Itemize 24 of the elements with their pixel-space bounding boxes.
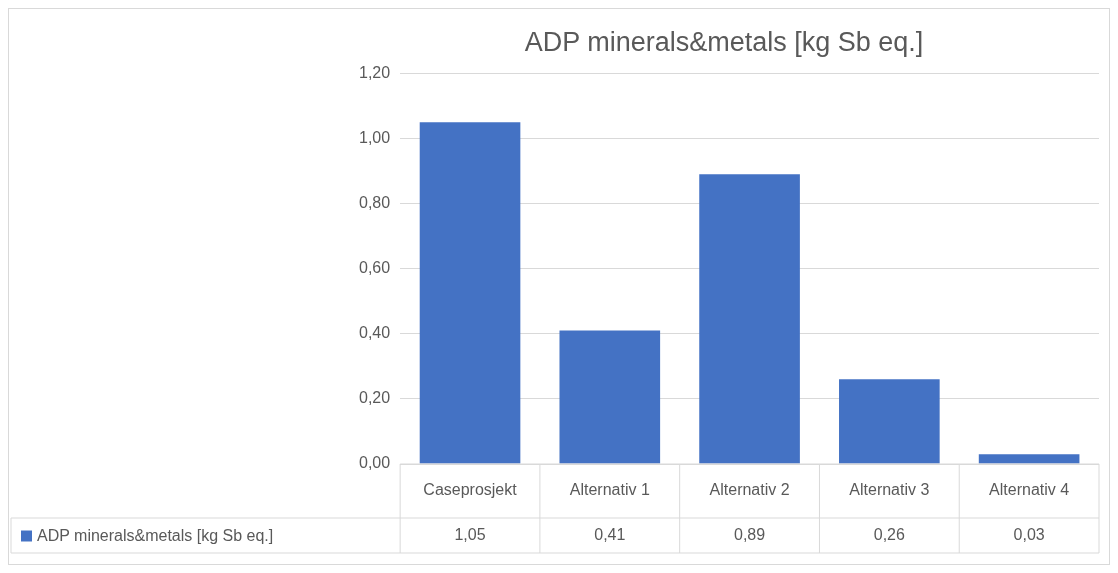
y-tick-label: 0,80 [359,194,391,212]
data-label: 0,26 [873,525,906,543]
y-tick-label: 0,60 [359,259,391,277]
y-tick-label: 0,20 [359,389,391,407]
x-tick-label: Alternativ 1 [569,481,650,499]
legend-label: ADP minerals&metals [kg Sb eq.] [37,526,274,544]
data-label: 1,05 [454,525,486,543]
y-tick-label: 1,20 [359,63,391,81]
x-tick-label: Alternativ 4 [989,481,1070,499]
chart-title: ADP minerals&metals [kg Sb eq.] [524,26,924,57]
x-tick-label: Alternativ 2 [709,481,790,499]
data-label: 0,89 [734,525,766,543]
bar [699,174,800,464]
bar [559,330,661,464]
bar [839,379,940,464]
data-label: 0,41 [594,525,626,543]
x-tick-label: Alternativ 3 [849,481,930,499]
data-label: 0,03 [1013,525,1045,543]
bar [419,122,521,464]
y-tick-label: 0,40 [359,324,391,342]
bar [978,454,1080,464]
y-tick-label: 0,00 [359,454,391,472]
x-tick-label: Caseprosjekt [423,481,518,499]
y-tick-label: 1,00 [359,128,391,146]
